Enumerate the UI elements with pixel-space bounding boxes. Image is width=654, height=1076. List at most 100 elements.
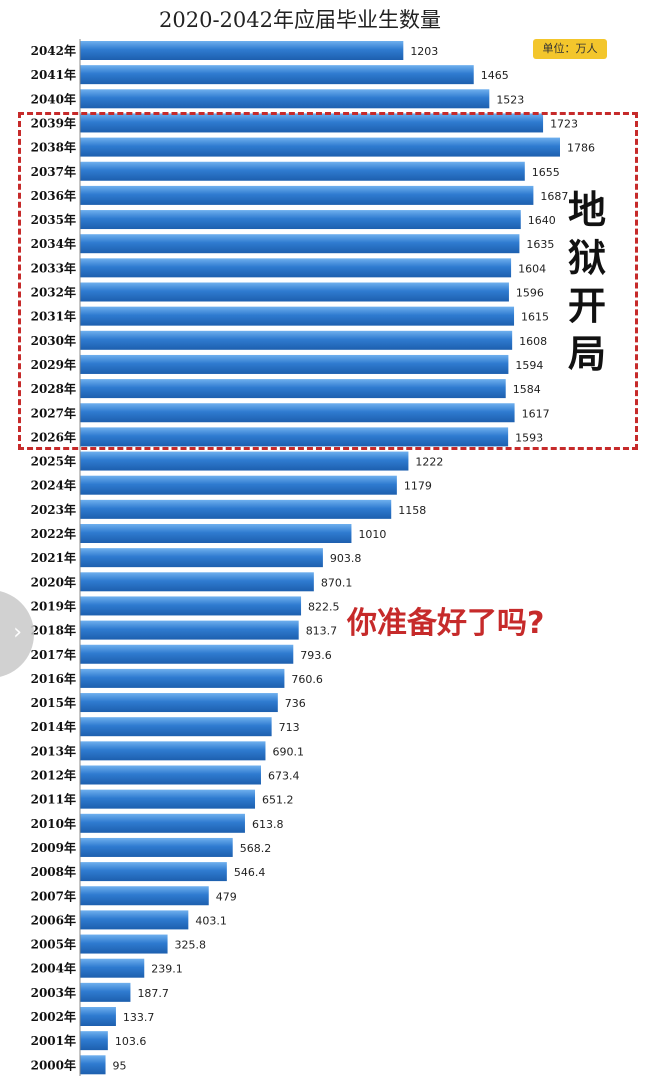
bar-value-label: 325.8 [175, 939, 207, 952]
bar [80, 475, 397, 495]
bar-value-label: 1179 [404, 480, 432, 493]
category-label: 2015年 [31, 695, 76, 710]
bar-value-label: 870.1 [321, 576, 353, 589]
bar-value-label: 1594 [515, 359, 543, 372]
category-label: 2013年 [31, 743, 76, 758]
bar [80, 282, 509, 302]
ready-annotation: 你准备好了吗? [347, 606, 545, 641]
bar-value-label: 760.6 [291, 673, 323, 686]
category-label: 2016年 [31, 671, 76, 686]
bar-value-label: 1203 [410, 45, 438, 58]
bar [80, 813, 245, 833]
category-label: 2034年 [31, 236, 76, 251]
bar-value-label: 239.1 [151, 963, 183, 976]
bar [80, 837, 233, 857]
category-label: 2001年 [31, 1033, 76, 1048]
bar-value-label: 187.7 [137, 987, 169, 1000]
category-label: 2011年 [31, 792, 76, 807]
bar [80, 137, 560, 157]
highlight-frame [18, 112, 638, 450]
bar-value-label: 546.4 [234, 866, 265, 879]
bar [80, 982, 131, 1002]
bar-value-label: 822.5 [308, 600, 340, 613]
bar [80, 499, 392, 519]
bar [80, 427, 509, 447]
category-label: 2027年 [31, 405, 76, 420]
bar [80, 379, 506, 399]
bar [80, 113, 544, 133]
bar-value-label: 673.4 [268, 770, 300, 783]
bar [80, 1055, 106, 1075]
category-label: 2040年 [31, 91, 76, 106]
category-label: 2008年 [31, 864, 76, 879]
bar-value-label: 103.6 [115, 1035, 147, 1048]
bar [80, 668, 285, 688]
bar-value-label: 1640 [528, 214, 556, 227]
bar [80, 934, 168, 954]
category-label: 2018年 [31, 623, 76, 638]
bar [80, 741, 266, 761]
bar-value-label: 1523 [496, 93, 524, 106]
category-label: 2028年 [31, 381, 76, 396]
bar [80, 258, 512, 278]
bar-value-label: 568.2 [240, 842, 272, 855]
bar-value-label: 1786 [567, 142, 595, 155]
bar-value-label: 403.1 [195, 914, 227, 927]
category-label: 2035年 [31, 212, 76, 227]
category-label: 2021年 [31, 550, 76, 565]
category-label: 2014年 [31, 719, 76, 734]
bar-value-label: 1617 [522, 407, 550, 420]
bar-value-label: 613.8 [252, 818, 284, 831]
category-label: 2023年 [31, 502, 76, 517]
chevron-right-icon: › [13, 620, 22, 645]
bar [80, 354, 509, 374]
bar-value-label: 813.7 [306, 625, 338, 638]
category-label: 2010年 [31, 816, 76, 831]
category-label: 2007年 [31, 888, 76, 903]
bar-value-label: 1687 [540, 190, 568, 203]
category-label: 2000年 [31, 1057, 76, 1072]
category-label: 2041年 [31, 67, 76, 82]
bar-value-label: 95 [113, 1059, 127, 1072]
category-label: 2026年 [31, 429, 76, 444]
bar-value-label: 1584 [513, 383, 541, 396]
category-label: 2002年 [31, 1009, 76, 1024]
hell-annotation: 地狱开局 [567, 188, 606, 376]
bar [80, 717, 272, 737]
bar-value-label: 1615 [521, 311, 549, 324]
category-label: 2019年 [31, 598, 76, 613]
bar [80, 41, 404, 60]
bar [80, 451, 409, 471]
bar [80, 403, 515, 423]
category-label: 2042年 [31, 43, 76, 58]
category-label: 2039年 [31, 115, 76, 130]
bar-value-label: 1158 [398, 504, 426, 517]
category-label: 2009年 [31, 840, 76, 855]
bar [80, 765, 261, 785]
bar [80, 185, 534, 205]
chart-title: 2020-2042年应届毕业生数量 [159, 8, 441, 32]
category-label: 2037年 [31, 164, 76, 179]
bar [80, 89, 490, 109]
category-label: 2029年 [31, 357, 76, 372]
bar-value-label: 793.6 [300, 649, 332, 662]
bar [80, 572, 314, 592]
bar [80, 789, 256, 809]
category-label: 2020年 [31, 574, 76, 589]
bar [80, 234, 520, 254]
bar-value-label: 713 [279, 721, 300, 734]
category-label: 2017年 [31, 647, 76, 662]
bar [80, 161, 525, 181]
category-label: 2012年 [31, 768, 76, 783]
category-label: 2032年 [31, 285, 76, 300]
category-label: 2005年 [31, 937, 76, 952]
bar [80, 210, 521, 230]
bar [80, 330, 513, 350]
bar-value-label: 479 [216, 890, 237, 903]
bar [80, 693, 278, 713]
bar-value-label: 1465 [481, 69, 509, 82]
bar-value-label: 1608 [519, 335, 547, 348]
bar-value-label: 1596 [516, 287, 544, 300]
bar [80, 1007, 116, 1026]
